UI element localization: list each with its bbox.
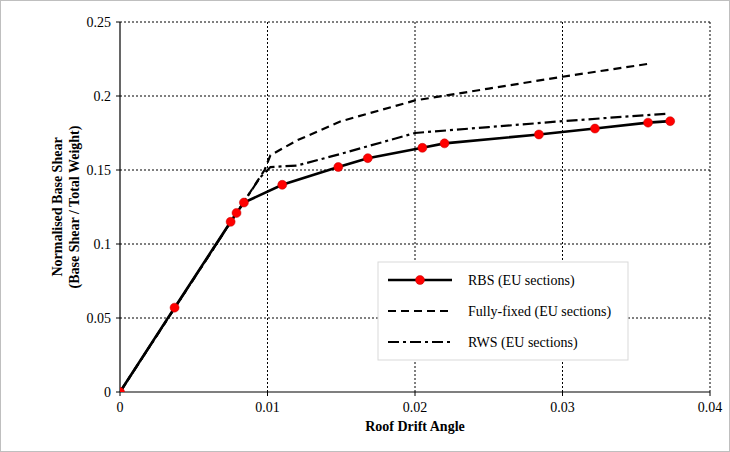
plot-area	[120, 63, 675, 392]
data-point	[170, 303, 179, 312]
data-point	[363, 154, 372, 163]
legend-label: RBS (EU sections)	[468, 273, 575, 289]
grid-line-y	[120, 96, 710, 97]
grid-line-y	[120, 22, 710, 23]
tick-label-y: 0.2	[94, 89, 112, 104]
data-point	[590, 124, 599, 133]
data-point	[666, 117, 675, 126]
series-line	[120, 121, 670, 392]
tick-label-x: 0.01	[255, 400, 280, 415]
legend-label: Fully-fixed (EU sections)	[468, 304, 611, 320]
grid-line-x	[710, 22, 711, 392]
legend-box	[378, 262, 628, 360]
axis-y	[119, 22, 120, 392]
tick-label-y: 0.25	[87, 15, 112, 30]
data-point	[440, 139, 449, 148]
data-point	[226, 217, 235, 226]
tick-label-x: 0.02	[403, 400, 428, 415]
legend-line	[388, 310, 452, 312]
grid-line-y	[120, 170, 710, 171]
tick-label-x: 0	[117, 400, 124, 415]
data-point	[239, 198, 248, 207]
legend: RBS (EU sections) Fully-fixed (EU section…	[378, 262, 628, 360]
axis-x	[120, 391, 710, 392]
y-axis-label: Normalised Base Shear	[50, 137, 65, 276]
legend-marker	[416, 276, 425, 285]
tick-label-y: 0.05	[87, 311, 112, 326]
data-point	[278, 180, 287, 189]
x-axis-label: Roof Drift Angle	[365, 419, 465, 434]
data-point	[644, 118, 653, 127]
data-point	[534, 130, 543, 139]
data-point	[232, 208, 241, 217]
tick-label-x: 0.04	[698, 400, 723, 415]
grid-line-y	[120, 244, 710, 245]
legend-line	[388, 341, 452, 343]
data-point	[418, 143, 427, 152]
series-line	[120, 63, 651, 392]
grid-line-x	[267, 22, 268, 392]
tick-label-x: 0.03	[550, 400, 575, 415]
tick-label-y: 0	[104, 385, 111, 400]
y-axis-label: (Base Shear / Total Weight)	[67, 125, 83, 288]
data-point	[334, 163, 343, 172]
legend-label: RWS (EU sections)	[468, 335, 578, 351]
chart: 0 0.01 0.02 0.03 0.04 0 0.05 0.1 0.15 0.2 0.25 Roof…	[0, 0, 730, 452]
tick-label-y: 0.1	[94, 237, 112, 252]
series-line	[120, 114, 666, 392]
background	[1, 1, 730, 452]
data-point	[120, 388, 125, 393]
tick-label-y: 0.15	[87, 163, 112, 178]
